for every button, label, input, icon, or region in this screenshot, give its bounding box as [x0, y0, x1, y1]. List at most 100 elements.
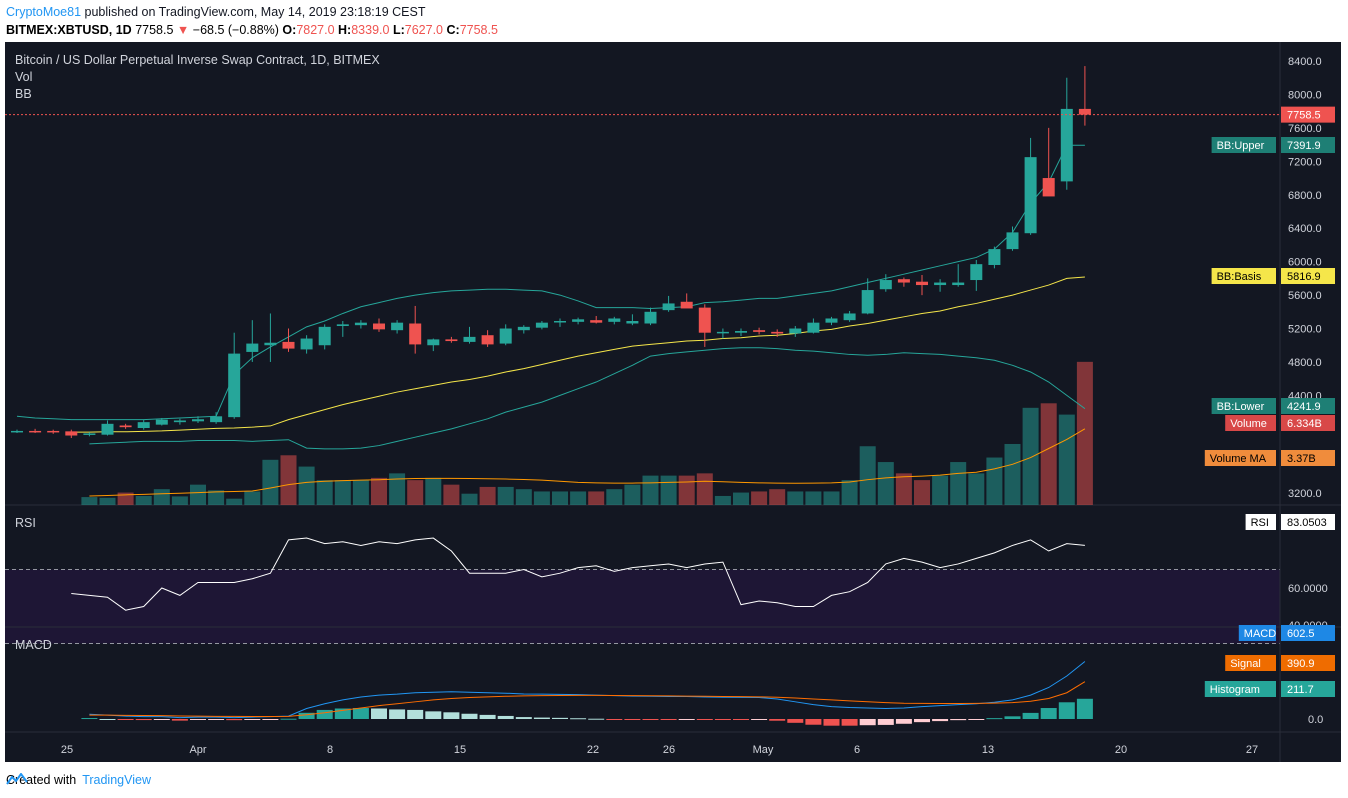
volume-bar — [986, 457, 1003, 505]
close-label: C: — [446, 23, 460, 37]
histogram-bar — [841, 719, 858, 726]
macd-badge-label: MACD — [1244, 628, 1276, 640]
volume-bar — [280, 455, 297, 505]
bb-lower-badge-value-bg — [1281, 398, 1335, 414]
price-tick-label: 5200.0 — [1288, 324, 1322, 336]
volume-bar — [316, 480, 333, 505]
volume-badge-value-bg — [1281, 415, 1335, 431]
time-tick-label: 15 — [454, 744, 466, 756]
bb-basis-badge-label: BB:Basis — [1217, 271, 1262, 283]
candle-body — [192, 419, 204, 422]
candle-body — [29, 430, 42, 433]
candle-body — [572, 319, 585, 322]
candle-body — [391, 322, 404, 331]
candle-body — [680, 301, 693, 309]
quote-line: BITMEX:XBTUSD, 1D 7758.5 ▼ −68.5 (−0.88%… — [6, 23, 498, 37]
candle-body — [210, 416, 223, 423]
macd-line — [89, 661, 1086, 719]
histogram-bar — [787, 719, 804, 723]
time-tick-label: 13 — [982, 744, 994, 756]
volume-bar — [823, 491, 840, 505]
volume-bar — [244, 491, 261, 505]
tradingview-brand[interactable]: TradingView — [82, 773, 151, 787]
histogram-bar — [968, 719, 985, 720]
volume-bar — [171, 496, 188, 505]
candle-body — [65, 431, 78, 436]
histogram-bar — [407, 709, 424, 719]
volume-ma-badge-label-bg — [1204, 450, 1276, 466]
bb-upper-line — [16, 144, 1085, 421]
bb-upper-badge-value: 7391.9 — [1287, 140, 1321, 152]
histogram-bar — [171, 719, 188, 721]
last-price-text: 7758.5 — [135, 23, 174, 37]
low-label: L: — [392, 23, 405, 37]
volume-bar — [117, 492, 134, 505]
volume-badge-label-bg — [1225, 415, 1276, 431]
candle-body — [1024, 157, 1037, 234]
time-tick-label: 6 — [854, 744, 860, 756]
candle-body — [626, 320, 639, 324]
rsi-line — [71, 537, 1085, 611]
macd-badge-label-bg — [1238, 625, 1276, 641]
candle-body — [1006, 232, 1019, 250]
volume-bar — [787, 491, 804, 505]
candle-body — [644, 311, 657, 324]
price-tick-label: 7200.0 — [1288, 156, 1322, 168]
histogram-badge-label-bg — [1204, 681, 1276, 697]
histogram-bar — [533, 717, 550, 719]
histogram-bar — [371, 708, 387, 719]
candle-body — [409, 323, 422, 345]
price-tick-label: 7600.0 — [1288, 123, 1322, 135]
candle-body — [517, 326, 530, 331]
volume-bar — [642, 475, 659, 505]
histogram-bar — [805, 719, 822, 725]
change-text: −68.5 (−0.88%) — [192, 23, 279, 37]
candle-body — [535, 322, 548, 328]
histogram-bar — [352, 708, 369, 719]
candle-body — [463, 336, 476, 342]
bb-basis-badge-value-bg — [1281, 268, 1335, 284]
histogram-bar — [1058, 702, 1075, 719]
bb-basis-badge-label-bg — [1211, 268, 1276, 284]
candle-body — [264, 342, 277, 346]
volume-bar — [153, 489, 170, 505]
bb-basis-line — [71, 276, 1085, 433]
volume-bar — [1040, 403, 1057, 505]
histogram-bar — [443, 712, 460, 719]
price-tick-label: 5600.0 — [1288, 290, 1322, 302]
volume-bar — [371, 477, 387, 505]
candle-body — [771, 331, 784, 334]
volume-bar — [1004, 443, 1021, 505]
rsi-badge-label-bg — [1245, 514, 1276, 530]
chart-svg[interactable]: 8400.0 8000.0 7600.0 7200.0 6800.0 6400.0 6000… — [5, 42, 1341, 762]
volume-bar — [389, 473, 406, 505]
volume-ma-badge-value-bg — [1281, 450, 1335, 466]
bb-lower-badge-label-bg — [1211, 398, 1276, 414]
author-link[interactable]: CryptoMoe81 — [6, 5, 82, 19]
volume-badge-value: 6.334B — [1287, 418, 1322, 430]
histogram-bar — [696, 719, 713, 720]
close-value: 7758.5 — [459, 23, 498, 37]
bb-upper-badge-value-bg — [1281, 137, 1335, 153]
symbol-label: BITMEX:XBTUSD, 1D — [6, 23, 132, 37]
down-arrow-icon: ▼ — [176, 23, 190, 37]
candle-body — [499, 328, 512, 344]
rsi-badge-label: RSI — [1251, 517, 1269, 529]
histogram-bar — [190, 719, 206, 720]
candle-body — [843, 313, 856, 321]
histogram-bar — [425, 711, 442, 719]
candle-body — [1060, 108, 1073, 182]
candle-body — [825, 318, 838, 323]
rsi-band — [5, 569, 1280, 644]
volume-bar — [99, 497, 116, 505]
volume-bar — [968, 473, 985, 505]
volume-bar — [461, 493, 478, 505]
histogram-bar — [877, 719, 894, 725]
histogram-bar — [334, 708, 351, 719]
chart-canvas[interactable]: 8400.0 8000.0 7600.0 7200.0 6800.0 6400.0 6000… — [5, 42, 1341, 762]
volume-bar — [805, 491, 822, 505]
time-tick-label: 27 — [1246, 744, 1258, 756]
chart-title: Bitcoin / US Dollar Perpetual Inverse Sw… — [15, 53, 380, 67]
volume-bar — [190, 484, 206, 505]
candle-body — [988, 249, 1001, 265]
